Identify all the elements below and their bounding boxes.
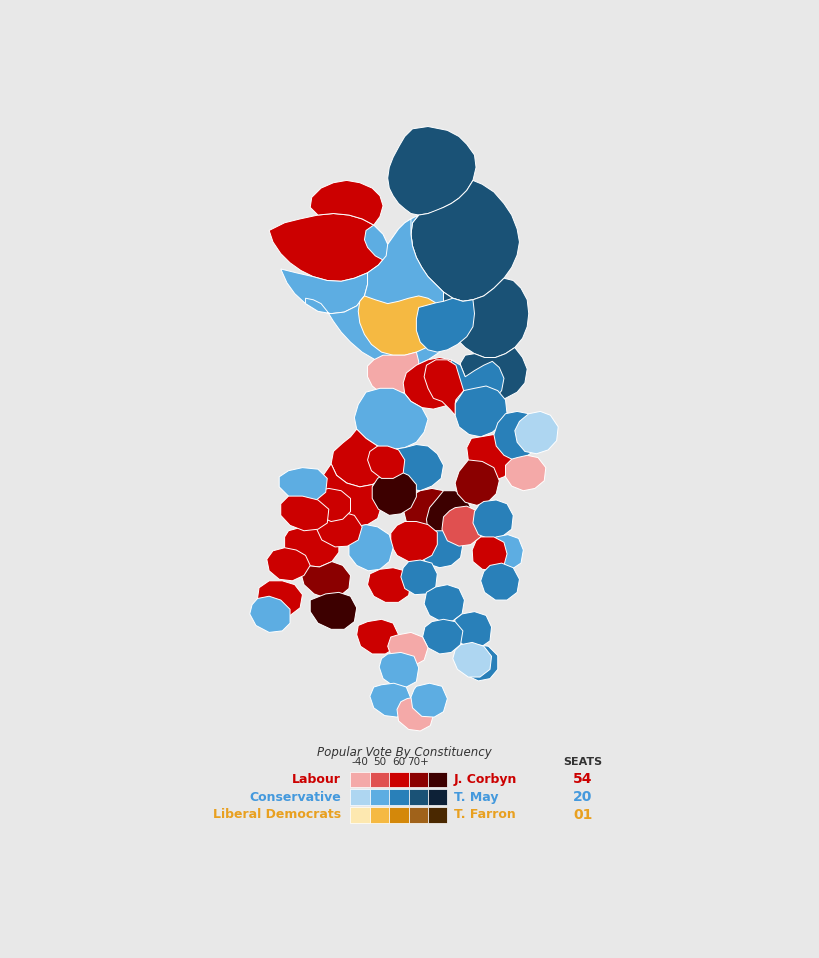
- Bar: [350, 789, 369, 805]
- Polygon shape: [514, 411, 558, 454]
- Polygon shape: [480, 563, 518, 600]
- Polygon shape: [387, 445, 443, 490]
- Text: Labour: Labour: [292, 773, 341, 786]
- Polygon shape: [305, 219, 450, 368]
- Polygon shape: [369, 683, 410, 718]
- Polygon shape: [367, 568, 410, 603]
- Polygon shape: [301, 561, 350, 599]
- Text: Conservative: Conservative: [249, 790, 341, 804]
- Polygon shape: [391, 521, 437, 561]
- Polygon shape: [387, 632, 428, 666]
- Polygon shape: [318, 464, 381, 527]
- Polygon shape: [449, 360, 504, 409]
- Polygon shape: [278, 468, 327, 501]
- Polygon shape: [269, 214, 387, 282]
- Text: 50: 50: [373, 757, 386, 766]
- Polygon shape: [354, 388, 428, 450]
- Polygon shape: [472, 536, 506, 571]
- Polygon shape: [266, 548, 310, 581]
- Polygon shape: [403, 489, 455, 534]
- Polygon shape: [403, 357, 464, 409]
- Text: Popular Vote By Constituency: Popular Vote By Constituency: [317, 746, 491, 759]
- Polygon shape: [423, 584, 464, 622]
- Polygon shape: [349, 525, 392, 571]
- Polygon shape: [396, 696, 434, 731]
- Polygon shape: [284, 525, 338, 567]
- Text: 54: 54: [572, 772, 592, 787]
- Bar: [428, 808, 447, 823]
- Bar: [389, 789, 408, 805]
- Polygon shape: [358, 296, 443, 355]
- Bar: [350, 772, 369, 787]
- Polygon shape: [459, 645, 497, 681]
- Polygon shape: [372, 470, 416, 515]
- Polygon shape: [356, 619, 398, 654]
- Text: T. May: T. May: [453, 790, 497, 804]
- Polygon shape: [443, 278, 528, 357]
- Bar: [428, 772, 447, 787]
- Polygon shape: [250, 596, 290, 632]
- Text: SEATS: SEATS: [563, 757, 602, 766]
- Bar: [408, 772, 428, 787]
- Polygon shape: [410, 683, 447, 718]
- Bar: [428, 789, 447, 805]
- Polygon shape: [493, 411, 540, 460]
- Polygon shape: [280, 269, 367, 313]
- Polygon shape: [455, 386, 506, 437]
- Polygon shape: [387, 126, 476, 215]
- Polygon shape: [422, 619, 462, 654]
- Polygon shape: [378, 652, 419, 687]
- Polygon shape: [441, 506, 483, 546]
- Polygon shape: [426, 490, 470, 534]
- Bar: [408, 808, 428, 823]
- Polygon shape: [257, 581, 302, 617]
- Polygon shape: [331, 429, 387, 487]
- Polygon shape: [410, 180, 518, 302]
- Bar: [369, 808, 389, 823]
- Bar: [389, 808, 408, 823]
- Text: 70+: 70+: [407, 757, 428, 766]
- Polygon shape: [367, 446, 405, 478]
- Polygon shape: [483, 535, 523, 571]
- Polygon shape: [505, 455, 545, 490]
- Text: T. Farron: T. Farron: [453, 809, 514, 821]
- Text: Liberal Democrats: Liberal Democrats: [213, 809, 341, 821]
- Text: -40: -40: [351, 757, 369, 766]
- Polygon shape: [460, 348, 527, 401]
- Bar: [369, 772, 389, 787]
- Polygon shape: [473, 500, 513, 539]
- Polygon shape: [310, 180, 382, 225]
- Polygon shape: [367, 353, 419, 396]
- Polygon shape: [400, 560, 437, 595]
- Bar: [369, 789, 389, 805]
- Polygon shape: [310, 489, 350, 521]
- Polygon shape: [466, 435, 517, 481]
- Bar: [389, 772, 408, 787]
- Polygon shape: [417, 531, 462, 568]
- Bar: [408, 789, 428, 805]
- Text: 01: 01: [572, 808, 592, 822]
- Text: J. Corbyn: J. Corbyn: [453, 773, 516, 786]
- Polygon shape: [316, 512, 362, 547]
- Polygon shape: [452, 643, 491, 677]
- Text: 20: 20: [572, 790, 592, 804]
- Polygon shape: [455, 460, 499, 506]
- Polygon shape: [280, 496, 328, 531]
- Polygon shape: [310, 592, 356, 629]
- Bar: [350, 808, 369, 823]
- Polygon shape: [452, 611, 491, 648]
- Text: 60: 60: [392, 757, 405, 766]
- Polygon shape: [416, 298, 474, 353]
- Polygon shape: [364, 215, 419, 262]
- Polygon shape: [423, 360, 463, 415]
